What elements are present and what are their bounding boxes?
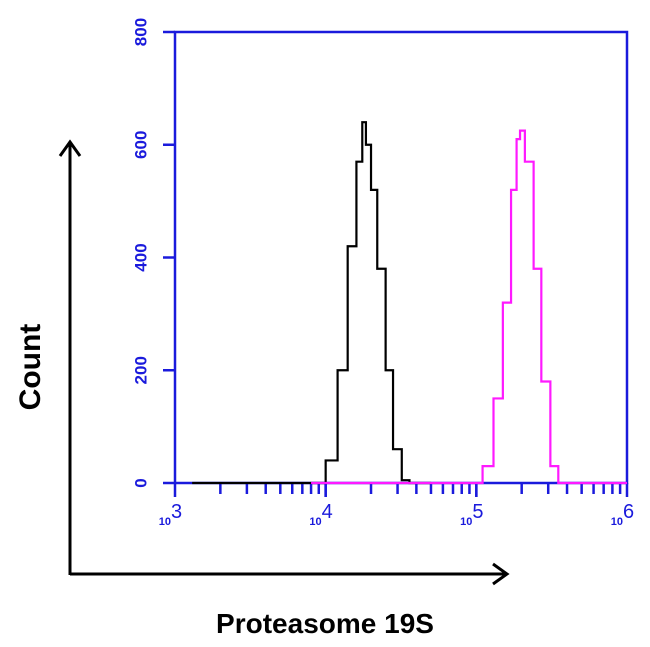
svg-text:5: 5 [472,501,483,523]
histogram-curves [192,121,627,485]
svg-text:600: 600 [131,131,150,159]
y-axis-arrow-icon [58,139,82,575]
svg-text:800: 800 [131,18,150,46]
svg-text:10: 10 [159,516,171,528]
y-axis-label: Count [14,323,47,411]
x-axis-label: Proteasome 19S [216,608,434,639]
x-axis-ticks: 10 3 10 4 10 5 10 6 [159,483,634,528]
svg-text:3: 3 [171,501,182,523]
svg-text:10: 10 [309,516,321,528]
y-axis-ticks: 0 200 400 600 800 [131,18,175,488]
plot-frame [173,30,629,485]
x-axis-arrow-icon [70,562,510,586]
svg-text:10: 10 [460,516,472,528]
svg-text:10: 10 [611,516,623,528]
svg-text:4: 4 [322,501,333,523]
svg-text:0: 0 [131,478,150,487]
svg-text:6: 6 [623,501,634,523]
svg-text:400: 400 [131,243,150,271]
svg-text:200: 200 [131,356,150,384]
